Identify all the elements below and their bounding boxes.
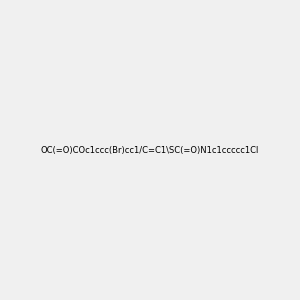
Text: OC(=O)COc1ccc(Br)cc1/C=C1\SC(=O)N1c1ccccc1Cl: OC(=O)COc1ccc(Br)cc1/C=C1\SC(=O)N1c1cccc… (41, 146, 259, 154)
